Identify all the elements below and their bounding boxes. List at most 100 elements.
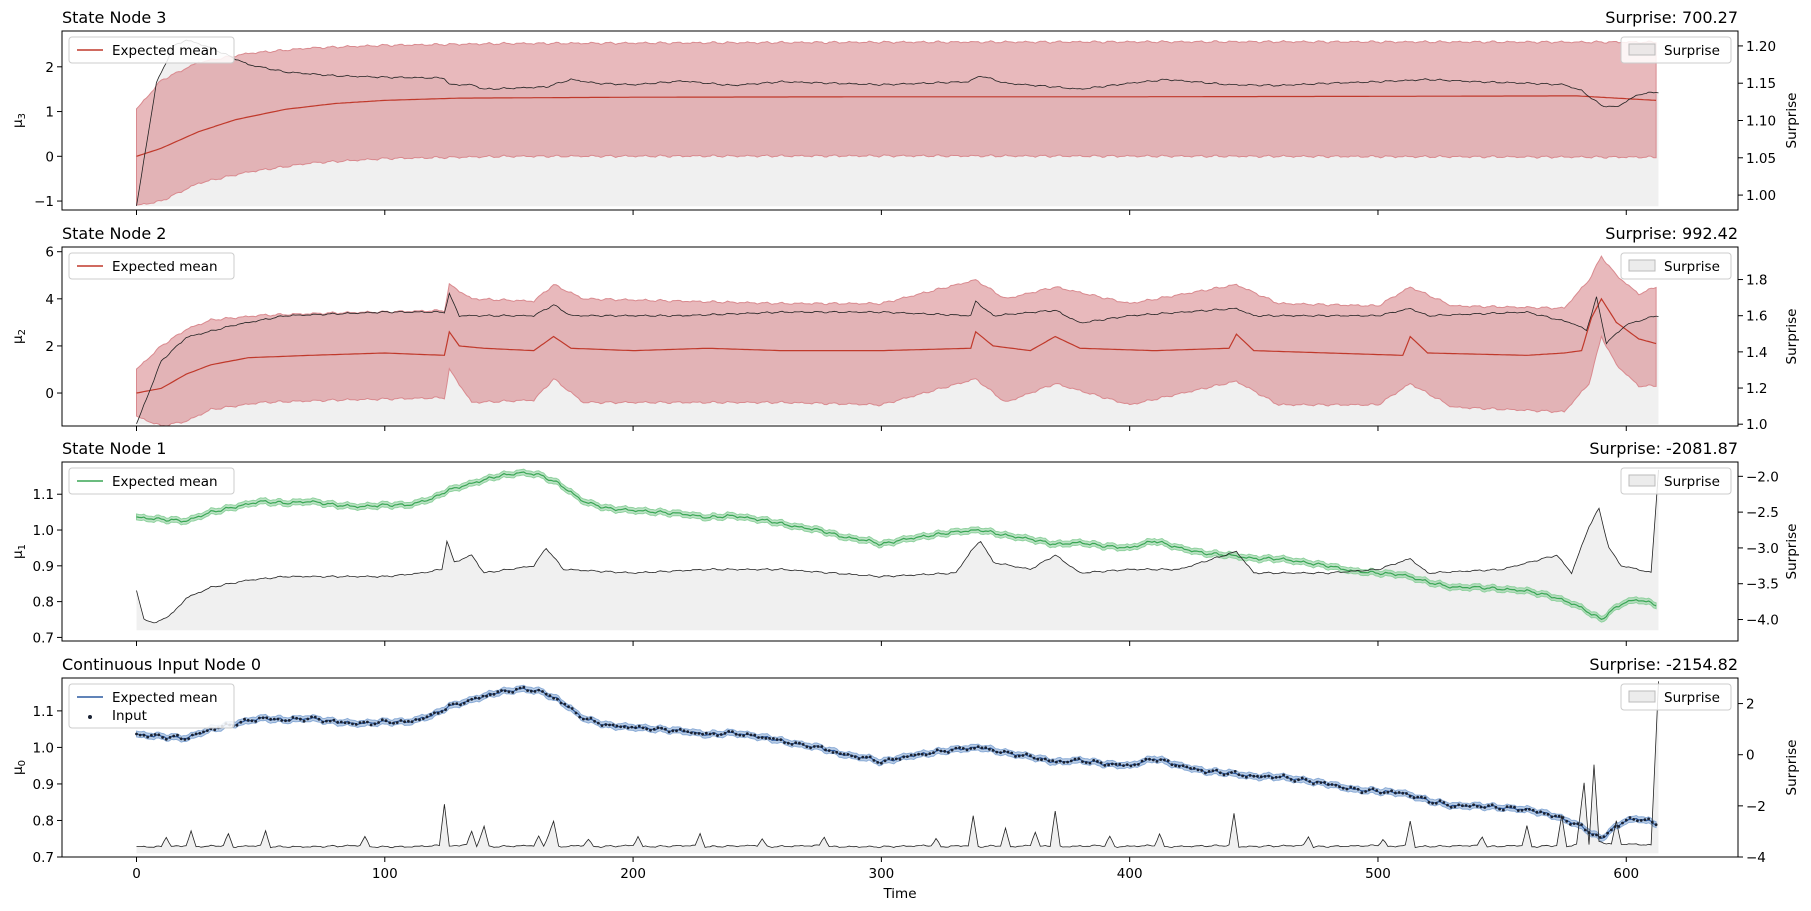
- input-point: [488, 693, 492, 697]
- input-point: [436, 711, 440, 715]
- input-point: [753, 733, 757, 737]
- panel-title: Continuous Input Node 0: [62, 655, 261, 674]
- y2-tick-label: −4: [1746, 850, 1766, 866]
- mean-uncertainty-band: [136, 255, 1657, 426]
- input-point: [649, 728, 652, 732]
- legend-input-swatch: [88, 715, 92, 719]
- input-point: [939, 749, 943, 753]
- input-point: [1144, 757, 1148, 761]
- input-point: [1405, 792, 1408, 795]
- input-point: [474, 696, 477, 700]
- input-point: [440, 710, 444, 713]
- x-tick-label: 200: [620, 866, 646, 882]
- input-point: [675, 729, 678, 733]
- input-point: [719, 733, 723, 736]
- input-point: [652, 727, 656, 731]
- input-point: [511, 691, 515, 694]
- legend-surprise-swatch: [1628, 474, 1656, 487]
- input-point: [1196, 768, 1200, 772]
- y2-tick-label: −4.0: [1746, 613, 1779, 629]
- input-point: [690, 731, 693, 735]
- y-tick-label: 0: [45, 386, 54, 402]
- input-point: [894, 757, 898, 761]
- input-point: [1148, 757, 1151, 761]
- input-point: [347, 721, 351, 725]
- input-point: [1490, 803, 1494, 807]
- y2-tick-label: 1.2: [1746, 381, 1767, 397]
- input-point: [447, 703, 451, 707]
- input-point: [1449, 805, 1453, 809]
- input-point: [641, 726, 645, 730]
- input-point: [1140, 759, 1144, 763]
- input-point: [1505, 805, 1509, 809]
- input-point: [1636, 819, 1639, 823]
- input-point: [976, 745, 980, 748]
- input-point: [626, 726, 630, 730]
- input-point: [1010, 751, 1014, 755]
- surprise-area: [136, 469, 1659, 631]
- input-point: [1557, 814, 1561, 818]
- input-point: [1088, 761, 1092, 765]
- input-point: [1401, 791, 1405, 795]
- y2-tick-label: −3.5: [1746, 577, 1779, 593]
- y2-tick-label: 1.8: [1746, 273, 1767, 289]
- input-point: [1386, 790, 1390, 794]
- input-point: [742, 734, 745, 737]
- input-point: [1282, 773, 1285, 777]
- input-point: [295, 716, 298, 720]
- input-point: [1215, 768, 1218, 772]
- input-point: [317, 717, 321, 721]
- input-point: [1189, 767, 1192, 770]
- legend-mean: [68, 252, 235, 280]
- x-tick-label: 100: [372, 866, 398, 882]
- input-point: [462, 701, 466, 705]
- input-point: [1483, 806, 1487, 809]
- panel-1-plot: [136, 255, 1659, 426]
- input-point: [246, 718, 250, 722]
- input-point: [135, 732, 138, 736]
- input-point: [191, 733, 194, 737]
- input-point: [1163, 758, 1166, 762]
- input-point: [1461, 804, 1464, 808]
- input-point: [790, 743, 794, 746]
- input-point: [321, 720, 325, 724]
- input-point: [1315, 780, 1319, 784]
- input-point: [824, 748, 827, 752]
- input-point: [656, 726, 660, 730]
- input-point: [1274, 775, 1278, 779]
- x-tick-label: 300: [868, 866, 894, 882]
- y-axis-label: μ0: [10, 760, 28, 775]
- input-point: [1218, 771, 1222, 775]
- input-point: [1122, 764, 1125, 767]
- input-point: [1498, 807, 1501, 811]
- input-point: [164, 737, 168, 741]
- input-point: [1036, 757, 1040, 761]
- input-point: [988, 747, 991, 751]
- input-point: [1423, 796, 1427, 800]
- input-point: [1390, 789, 1393, 793]
- input-point: [291, 716, 295, 719]
- input-point: [395, 721, 399, 724]
- y2-tick-label: 1.6: [1746, 309, 1767, 325]
- input-point: [1230, 771, 1233, 774]
- input-point: [1475, 805, 1479, 808]
- input-point: [1304, 778, 1308, 781]
- input-point: [1289, 778, 1293, 781]
- input-point: [1014, 755, 1017, 758]
- input-point: [637, 724, 641, 728]
- y-axis-label: μ2: [10, 329, 28, 344]
- y2-tick-label: −2.5: [1746, 505, 1779, 521]
- input-point: [567, 705, 570, 708]
- input-point: [1438, 799, 1442, 803]
- input-point: [194, 732, 198, 736]
- input-point: [1185, 765, 1189, 769]
- input-point: [920, 752, 924, 756]
- y-tick-label: 0.9: [33, 777, 54, 793]
- input-point: [954, 746, 958, 750]
- input-point: [585, 717, 589, 721]
- input-point: [358, 721, 362, 724]
- input-point: [1524, 808, 1528, 811]
- input-point: [354, 723, 358, 726]
- input-point: [686, 730, 690, 733]
- expected-mean-line: [136, 687, 1657, 840]
